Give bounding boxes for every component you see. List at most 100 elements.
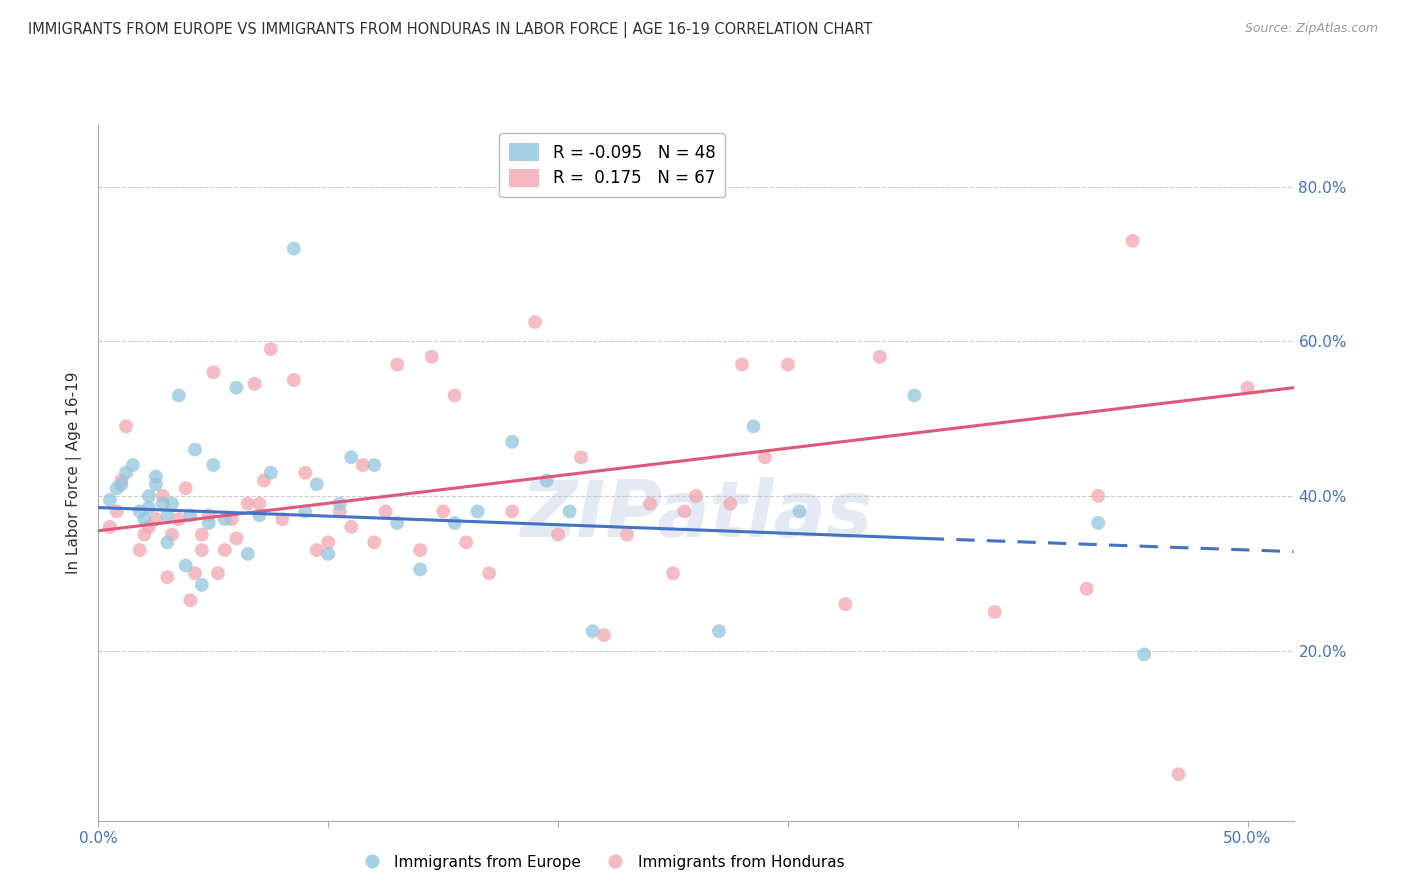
Point <box>374 504 396 518</box>
Point <box>754 450 776 465</box>
Point <box>134 512 156 526</box>
Point <box>191 543 214 558</box>
Point <box>443 516 465 530</box>
Point <box>903 388 925 402</box>
Point <box>236 547 259 561</box>
Point <box>524 315 547 329</box>
Point <box>214 543 236 558</box>
Point <box>294 466 316 480</box>
Point <box>432 504 454 518</box>
Point <box>110 477 132 491</box>
Point <box>558 504 581 518</box>
Point <box>352 458 374 472</box>
Point <box>742 419 765 434</box>
Point <box>145 512 167 526</box>
Point <box>179 508 201 523</box>
Point <box>409 562 432 576</box>
Point <box>98 492 121 507</box>
Point <box>1133 648 1156 662</box>
Point <box>115 419 138 434</box>
Point <box>128 504 150 518</box>
Point <box>271 512 294 526</box>
Point <box>720 497 742 511</box>
Point <box>260 342 283 356</box>
Point <box>167 388 190 402</box>
Point <box>247 508 270 523</box>
Point <box>283 373 305 387</box>
Point <box>98 520 121 534</box>
Point <box>105 481 128 495</box>
Point <box>134 527 156 541</box>
Point <box>420 350 443 364</box>
Point <box>191 578 214 592</box>
Point <box>662 566 685 581</box>
Point <box>789 504 811 518</box>
Point <box>536 474 558 488</box>
Point <box>156 535 179 549</box>
Point <box>316 547 339 561</box>
Point <box>174 558 197 573</box>
Point <box>456 535 478 549</box>
Point <box>1122 234 1144 248</box>
Point <box>467 504 489 518</box>
Point <box>202 365 225 379</box>
Point <box>145 477 167 491</box>
Text: IMMIGRANTS FROM EUROPE VS IMMIGRANTS FROM HONDURAS IN LABOR FORCE | AGE 16-19 CO: IMMIGRANTS FROM EUROPE VS IMMIGRANTS FRO… <box>28 22 873 38</box>
Legend: Immigrants from Europe, Immigrants from Honduras: Immigrants from Europe, Immigrants from … <box>350 848 851 876</box>
Point <box>110 474 132 488</box>
Point <box>156 570 179 584</box>
Point <box>221 512 243 526</box>
Point <box>363 458 385 472</box>
Point <box>869 350 891 364</box>
Point <box>707 624 730 639</box>
Point <box>1236 381 1258 395</box>
Point <box>145 469 167 483</box>
Point <box>214 512 236 526</box>
Point <box>478 566 501 581</box>
Point <box>236 497 259 511</box>
Point <box>225 532 247 546</box>
Point <box>501 504 523 518</box>
Point <box>685 489 707 503</box>
Point <box>160 497 183 511</box>
Point <box>316 535 339 549</box>
Point <box>673 504 696 518</box>
Point <box>305 543 328 558</box>
Point <box>207 566 229 581</box>
Point <box>638 497 661 511</box>
Point <box>128 543 150 558</box>
Point <box>197 516 219 530</box>
Point <box>283 242 305 256</box>
Point <box>547 527 569 541</box>
Point <box>1076 582 1098 596</box>
Point <box>329 504 352 518</box>
Point <box>152 497 174 511</box>
Point <box>776 358 799 372</box>
Point <box>156 508 179 523</box>
Point <box>616 527 638 541</box>
Point <box>160 527 183 541</box>
Point <box>260 466 283 480</box>
Point <box>984 605 1007 619</box>
Point <box>1087 489 1109 503</box>
Point <box>122 458 145 472</box>
Point <box>243 376 266 391</box>
Point <box>340 520 363 534</box>
Point <box>501 434 523 449</box>
Point <box>115 466 138 480</box>
Point <box>174 481 197 495</box>
Point <box>569 450 592 465</box>
Point <box>305 477 328 491</box>
Point <box>329 497 352 511</box>
Point <box>593 628 616 642</box>
Point <box>385 358 409 372</box>
Y-axis label: In Labor Force | Age 16-19: In Labor Force | Age 16-19 <box>66 371 83 574</box>
Point <box>253 474 276 488</box>
Point <box>138 520 160 534</box>
Point <box>385 516 409 530</box>
Point <box>247 497 270 511</box>
Point <box>834 597 856 611</box>
Point <box>443 388 465 402</box>
Point <box>581 624 603 639</box>
Point <box>202 458 225 472</box>
